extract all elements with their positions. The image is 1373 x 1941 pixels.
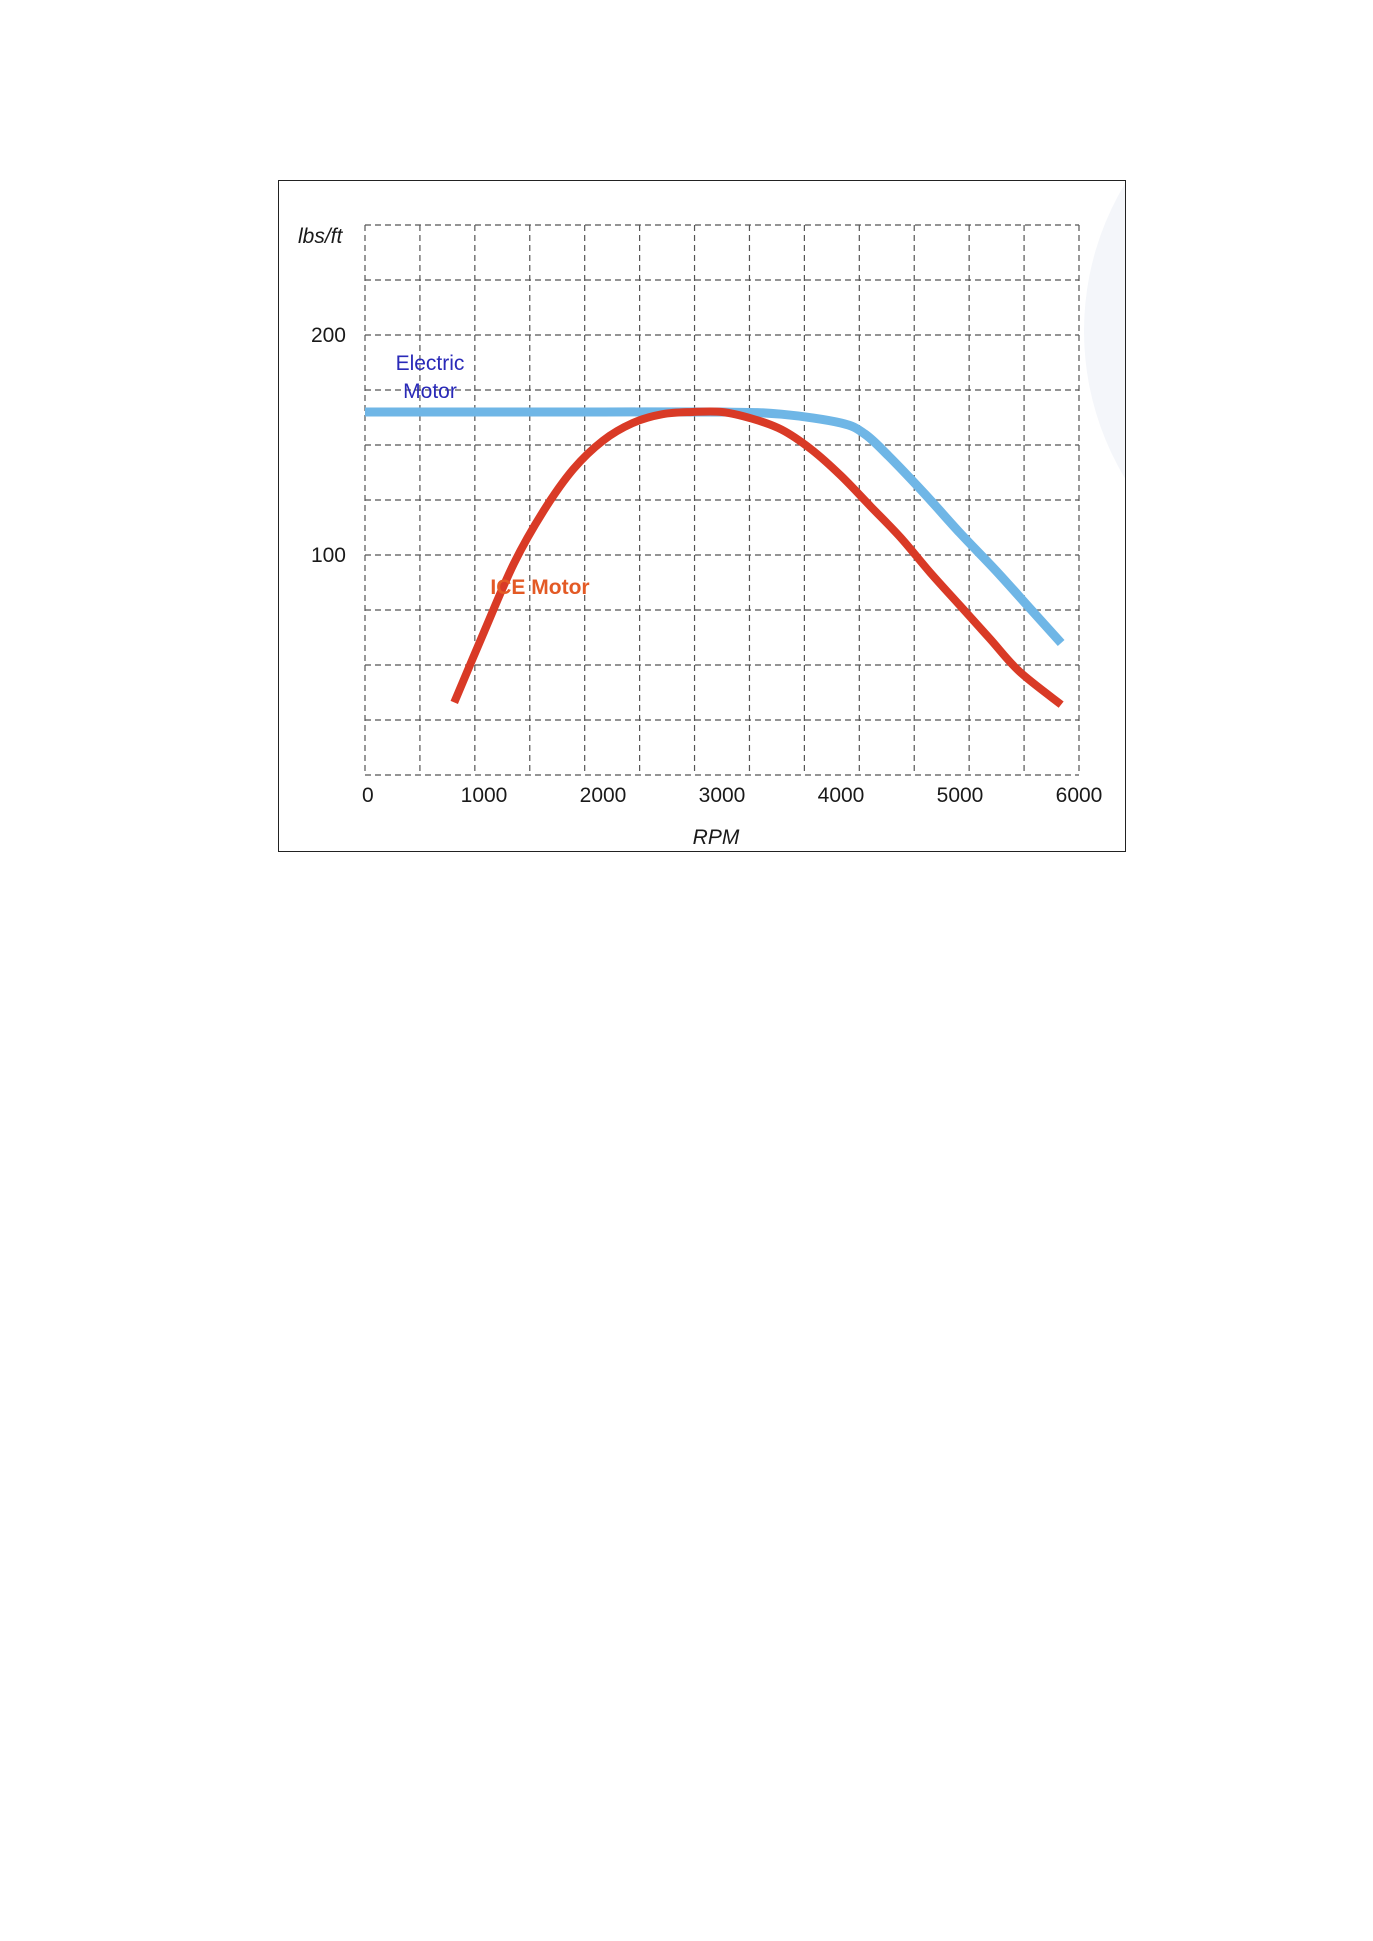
ice-motor-line (450, 407, 1064, 708)
x-tick-label: 2000 (580, 784, 627, 807)
grid (364, 224, 1080, 776)
x-tick-label: 6000 (1056, 784, 1103, 807)
electric-motor-label: Electric (396, 352, 465, 375)
series-lines (365, 407, 1065, 708)
x-tick-label: 1000 (461, 784, 508, 807)
x-tick-label: 4000 (818, 784, 865, 807)
x-tick-label: 5000 (937, 784, 984, 807)
x-tick-label: 0 (362, 784, 374, 807)
x-axis-title: RPM (693, 826, 740, 849)
y-tick-label: 200 (311, 324, 346, 347)
labels: lbs/ft RPM 0 1000 2000 3000 4000 5000 6000 100 2… (298, 225, 1102, 849)
background-arc (1084, 183, 1125, 479)
torque-chart: lbs/ft RPM 0 1000 2000 3000 4000 5000 6000 100 2… (278, 180, 1126, 852)
electric-motor-label: Motor (403, 380, 457, 403)
ice-motor-label: ICE Motor (490, 576, 589, 599)
y-tick-label: 100 (311, 544, 346, 567)
y-axis-title: lbs/ft (298, 225, 344, 248)
electric-motor-line (365, 407, 1065, 647)
x-tick-label: 3000 (699, 784, 746, 807)
chart-canvas: lbs/ft RPM 0 1000 2000 3000 4000 5000 6000 100 2… (298, 183, 1125, 849)
